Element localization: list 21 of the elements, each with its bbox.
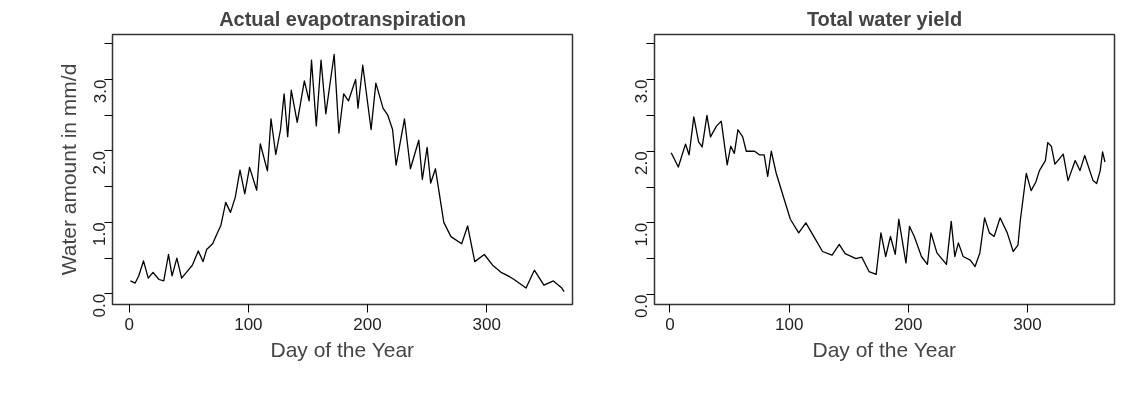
- y-tick-label: 0.0: [632, 294, 652, 319]
- y-axis-title: Water amount in mm/d: [56, 63, 80, 276]
- y-tick-label: 2.0: [632, 151, 652, 175]
- x-tick-label: 100: [234, 314, 263, 334]
- y-tick-label: 3.0: [632, 79, 652, 104]
- y-tick-label: 2.0: [90, 150, 110, 175]
- y-tick-label: 1.0: [90, 222, 110, 246]
- chart-title: Actual evapotranspiration: [219, 7, 466, 30]
- x-tick-label: 300: [1013, 314, 1042, 334]
- x-tick-label: 200: [894, 314, 923, 334]
- x-axis-title: Day of the Year: [812, 337, 957, 361]
- y-tick-label: 0.0: [90, 293, 110, 318]
- x-tick-label: 200: [353, 314, 382, 334]
- x-tick-label: 300: [472, 314, 501, 334]
- y-tick-label: 1.0: [632, 222, 652, 247]
- x-tick-label: 100: [774, 314, 804, 334]
- x-tick-label: 0: [124, 314, 134, 334]
- chart-title: Total water yield: [806, 7, 963, 30]
- x-axis-title: Day of the Year: [270, 337, 415, 361]
- y-tick-label: 3.0: [90, 79, 110, 104]
- x-tick-label: 0: [665, 314, 675, 334]
